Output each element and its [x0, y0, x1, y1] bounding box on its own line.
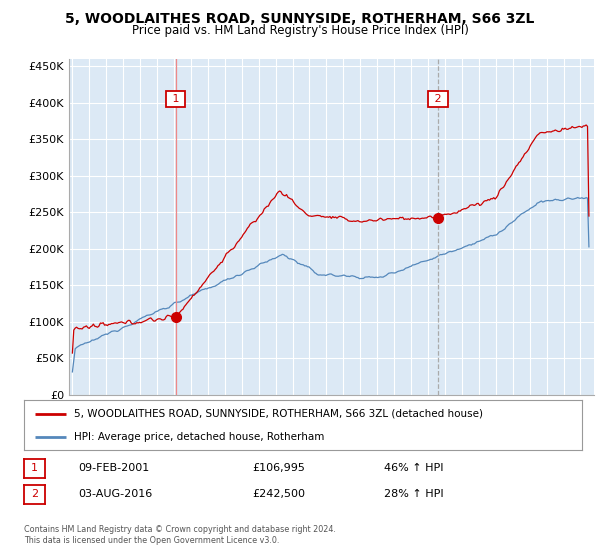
Text: Contains HM Land Registry data © Crown copyright and database right 2024.
This d: Contains HM Land Registry data © Crown c… — [24, 525, 336, 545]
Text: 46% ↑ HPI: 46% ↑ HPI — [384, 463, 443, 473]
Text: 5, WOODLAITHES ROAD, SUNNYSIDE, ROTHERHAM, S66 3ZL (detached house): 5, WOODLAITHES ROAD, SUNNYSIDE, ROTHERHA… — [74, 409, 483, 419]
Text: 2: 2 — [431, 94, 445, 104]
Text: 28% ↑ HPI: 28% ↑ HPI — [384, 489, 443, 499]
Text: 5, WOODLAITHES ROAD, SUNNYSIDE, ROTHERHAM, S66 3ZL: 5, WOODLAITHES ROAD, SUNNYSIDE, ROTHERHA… — [65, 12, 535, 26]
Text: 09-FEB-2001: 09-FEB-2001 — [78, 463, 149, 473]
Text: 1: 1 — [31, 463, 38, 473]
Text: £242,500: £242,500 — [252, 489, 305, 499]
Text: 03-AUG-2016: 03-AUG-2016 — [78, 489, 152, 499]
Text: 2: 2 — [31, 489, 38, 500]
Text: 1: 1 — [169, 94, 182, 104]
Text: Price paid vs. HM Land Registry's House Price Index (HPI): Price paid vs. HM Land Registry's House … — [131, 24, 469, 36]
Text: £106,995: £106,995 — [252, 463, 305, 473]
Text: HPI: Average price, detached house, Rotherham: HPI: Average price, detached house, Roth… — [74, 432, 325, 442]
